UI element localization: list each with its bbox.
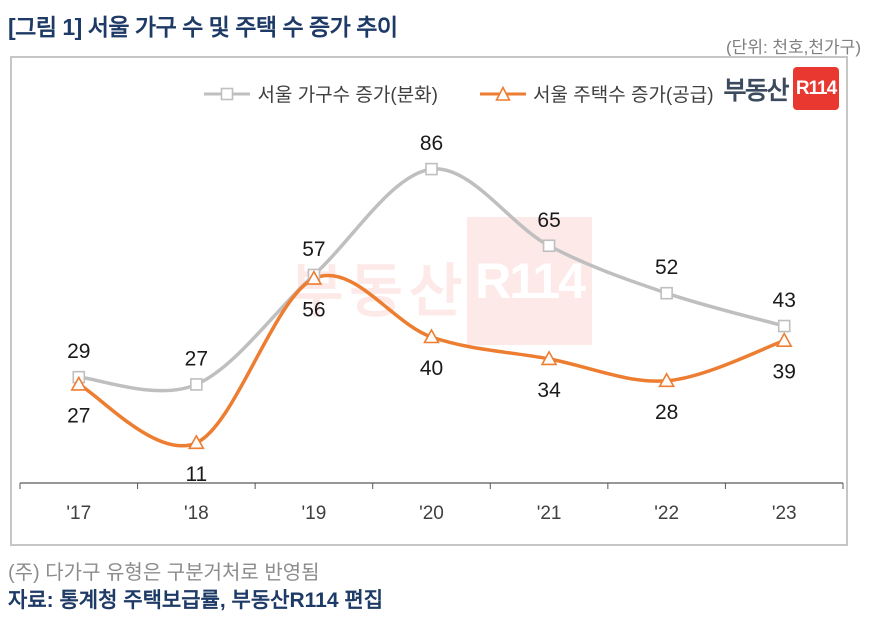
legend-item-housing: 서울 주택수 증가(공급): [480, 80, 714, 107]
data-point-marker: [423, 328, 440, 344]
data-label: 52: [655, 256, 678, 279]
data-point-marker: [187, 434, 205, 450]
legend-label: 서울 주택수 증가(공급): [533, 85, 714, 106]
legend-label: 서울 가구수 증가(분화): [257, 85, 438, 106]
data-point-marker: [775, 332, 793, 347]
data-label: 28: [655, 401, 678, 424]
source-note: 자료: 통계청 주택보급률, 부동산R114 편집: [8, 589, 384, 612]
data-point-marker: [540, 350, 558, 366]
data-label: 40: [420, 357, 443, 380]
chart-panel: 부동산 R114 '17 '18 '19 '20 '21 '22 '23 29 27 57 86 65…: [10, 56, 848, 546]
data-point-marker: [658, 372, 676, 388]
data-point-marker: [542, 239, 556, 253]
x-tick-label: '18: [184, 503, 209, 524]
x-tick-label: '19: [302, 503, 327, 524]
data-label: 65: [537, 209, 560, 232]
data-label: 27: [185, 347, 208, 370]
x-tick-label: '22: [654, 503, 679, 524]
data-point-marker: [660, 286, 673, 300]
data-label: 27: [67, 404, 90, 427]
x-tick-label: '17: [66, 503, 91, 524]
data-point-marker: [190, 378, 203, 391]
data-label: 29: [67, 340, 90, 363]
unit-label: (단위: 천호,천가구): [726, 38, 861, 57]
data-point-marker: [777, 319, 791, 333]
brand-logo-mark-icon: R114: [793, 67, 839, 110]
data-point-marker: [70, 375, 88, 391]
footnote: (주) 다가구 유형은 구분거처로 반영됨: [8, 562, 320, 584]
watermark-mark: R114: [475, 253, 586, 309]
chart-legend: 서울 가구수 증가(분화) 서울 주택수 증가(공급): [42, 80, 873, 107]
data-label: 57: [302, 238, 325, 261]
brand-logo: 부동산 R114: [723, 67, 839, 110]
x-tick-label: '20: [419, 503, 444, 524]
x-tick-label: '21: [537, 503, 562, 524]
figure-title: [그림 1] 서울 가구 수 및 주택 수 증가 추이: [8, 14, 398, 40]
legend-item-households: 서울 가구수 증가(분화): [204, 80, 438, 107]
x-tick-label: '23: [772, 503, 797, 524]
data-label: 86: [420, 132, 443, 155]
data-label: 11: [185, 463, 207, 486]
data-point-marker: [305, 269, 323, 285]
brand-logo-text: 부동산: [723, 76, 789, 105]
triangle-marker-icon: [480, 85, 526, 102]
data-label: 43: [773, 289, 796, 312]
watermark-badge: R114: [467, 217, 592, 345]
square-marker-icon: [204, 86, 251, 102]
line-chart: '17 '18 '19 '20 '21 '22 '23 29 27 57 86 65 52 43 27 11 5…: [19, 132, 844, 524]
data-label: 39: [773, 361, 796, 384]
data-label: 56: [302, 299, 325, 322]
data-label: 34: [537, 379, 561, 402]
data-point-marker: [425, 162, 438, 176]
